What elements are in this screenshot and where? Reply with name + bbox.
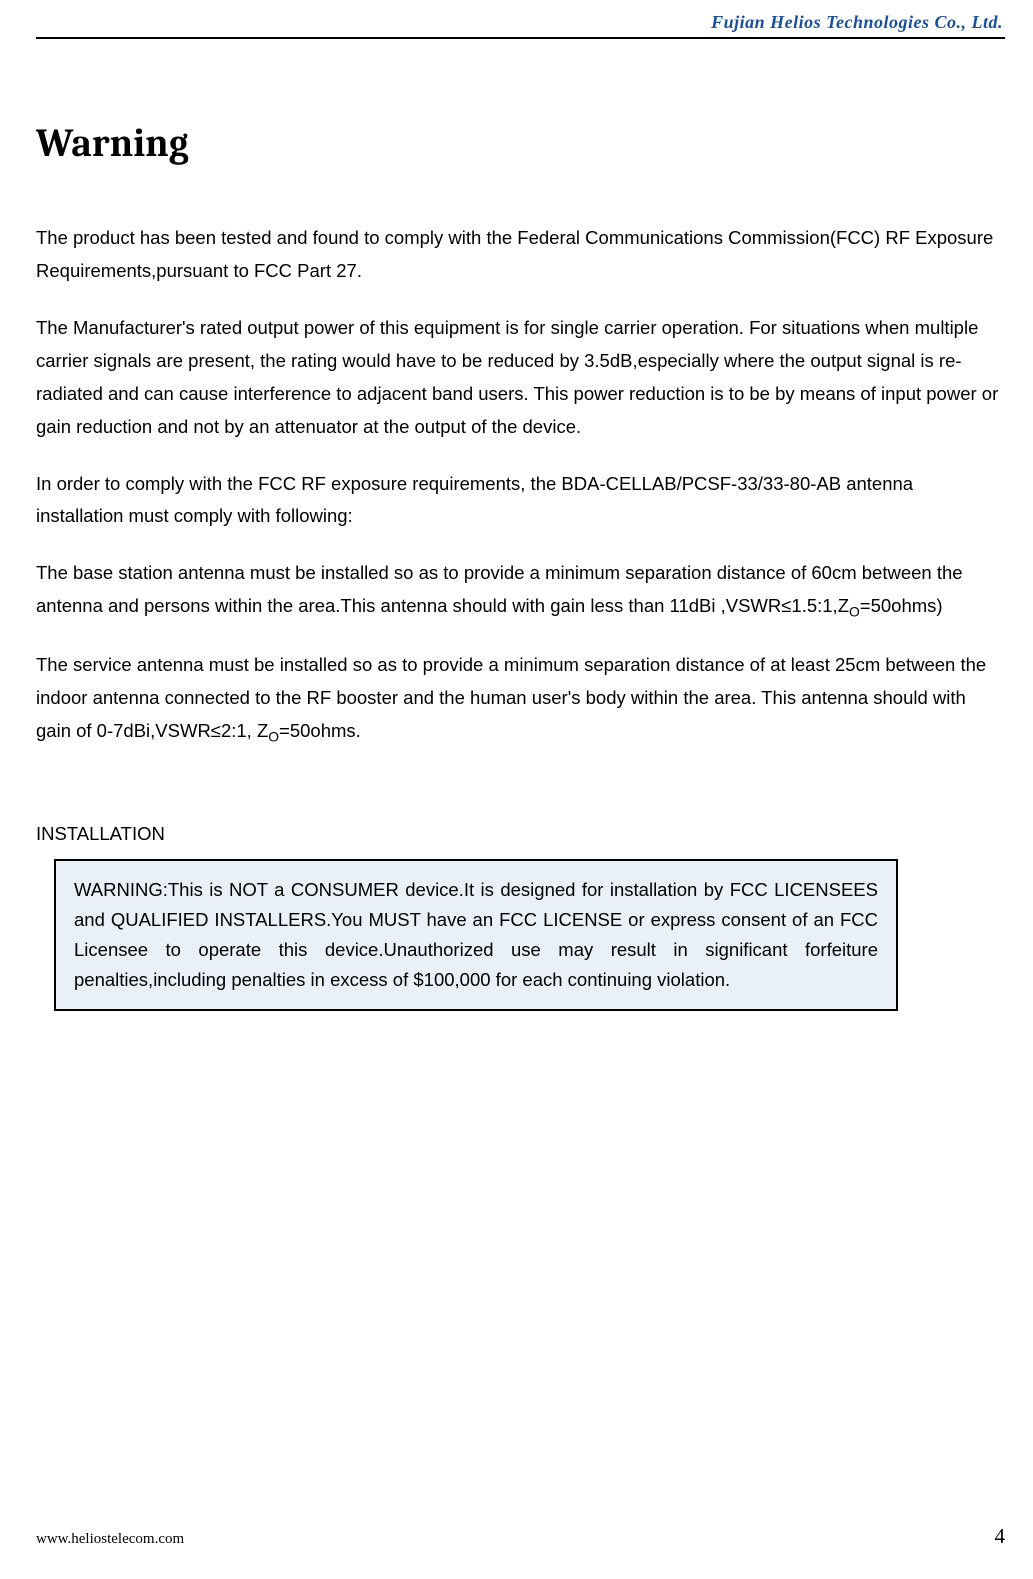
warning-box: WARNING:This is NOT a CONSUMER device.It… xyxy=(54,859,898,1011)
footer-page-number: 4 xyxy=(995,1524,1006,1549)
footer-url: www.heliostelecom.com xyxy=(36,1531,184,1548)
p4-prefix: The base station antenna must be install… xyxy=(36,562,963,616)
page-footer: www.heliostelecom.com 4 xyxy=(36,1524,1005,1549)
paragraph-3: In order to comply with the FCC RF expos… xyxy=(36,468,1005,534)
paragraph-4: The base station antenna must be install… xyxy=(36,557,1005,624)
p4-subscript: O xyxy=(849,604,860,620)
p5-prefix: The service antenna must be installed so… xyxy=(36,654,986,741)
paragraph-1: The product has been tested and found to… xyxy=(36,222,1005,288)
paragraph-2: The Manufacturer's rated output power of… xyxy=(36,312,1005,444)
page-title: Warning xyxy=(36,121,1005,166)
p5-subscript: O xyxy=(268,728,279,744)
p4-suffix: =50ohms) xyxy=(860,595,943,616)
company-header: Fujian Helios Technologies Co., Ltd. xyxy=(36,12,1005,37)
document-page: Fujian Helios Technologies Co., Ltd. War… xyxy=(0,0,1033,1579)
installation-label: INSTALLATION xyxy=(36,823,1005,845)
p5-suffix: =50ohms. xyxy=(279,720,361,741)
content-area: Warning The product has been tested and … xyxy=(36,39,1005,1579)
paragraph-5: The service antenna must be installed so… xyxy=(36,649,1005,749)
